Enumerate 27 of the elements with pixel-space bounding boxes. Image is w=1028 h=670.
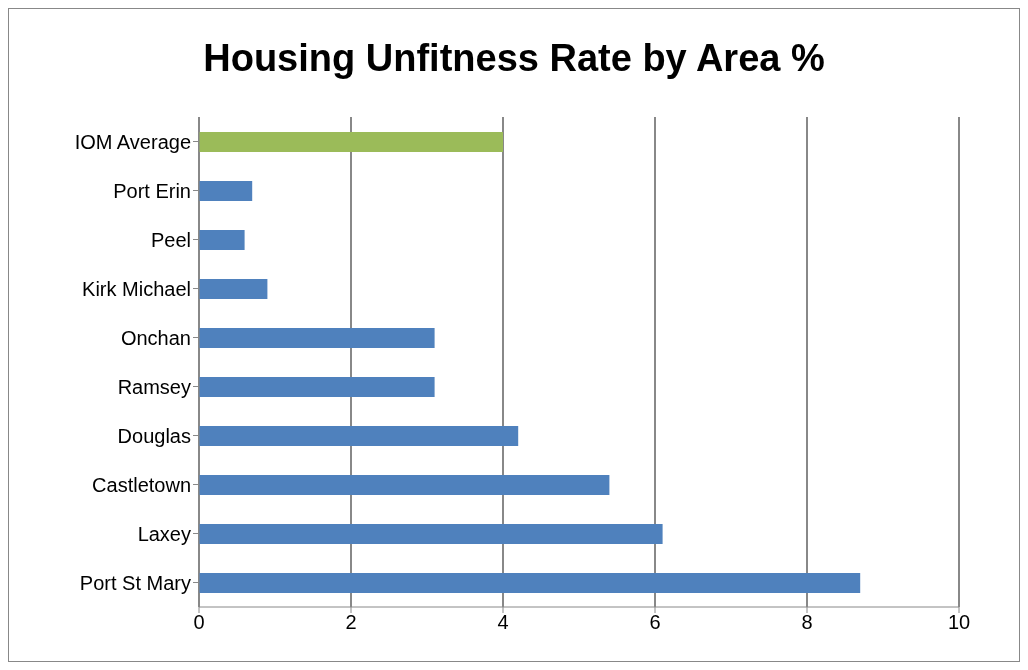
y-tick-label: Onchan [120, 326, 191, 349]
x-tick-label: 4 [497, 611, 509, 634]
y-tick-label: Laxey [137, 522, 191, 545]
y-tick-label: IOM Average [74, 130, 191, 153]
chart-title: Housing Unfitness Rate by Area % [202, 37, 826, 81]
x-tick-label: 2 [345, 611, 357, 634]
bar [199, 426, 519, 446]
x-tick-label: 0 [193, 611, 205, 634]
bar [199, 279, 268, 299]
y-tick-label: Castletown [92, 473, 191, 496]
x-tick-label: 8 [801, 611, 813, 634]
bar [199, 181, 253, 201]
bar [199, 230, 245, 250]
y-tick-label: Port Erin [113, 179, 191, 202]
bar [199, 328, 435, 348]
bar [199, 524, 663, 544]
y-tick-label: Kirk Michael [82, 277, 191, 300]
x-tick-label: 10 [947, 611, 971, 634]
y-tick-label: Port St Mary [79, 571, 191, 594]
y-tick-label: Peel [150, 228, 191, 251]
bar [199, 132, 503, 152]
y-tick-label: Ramsey [117, 375, 191, 398]
x-tick-label: 6 [649, 611, 661, 634]
bar [199, 475, 610, 495]
bar [199, 573, 861, 593]
bar [199, 377, 435, 397]
y-tick-label: Douglas [117, 424, 191, 447]
